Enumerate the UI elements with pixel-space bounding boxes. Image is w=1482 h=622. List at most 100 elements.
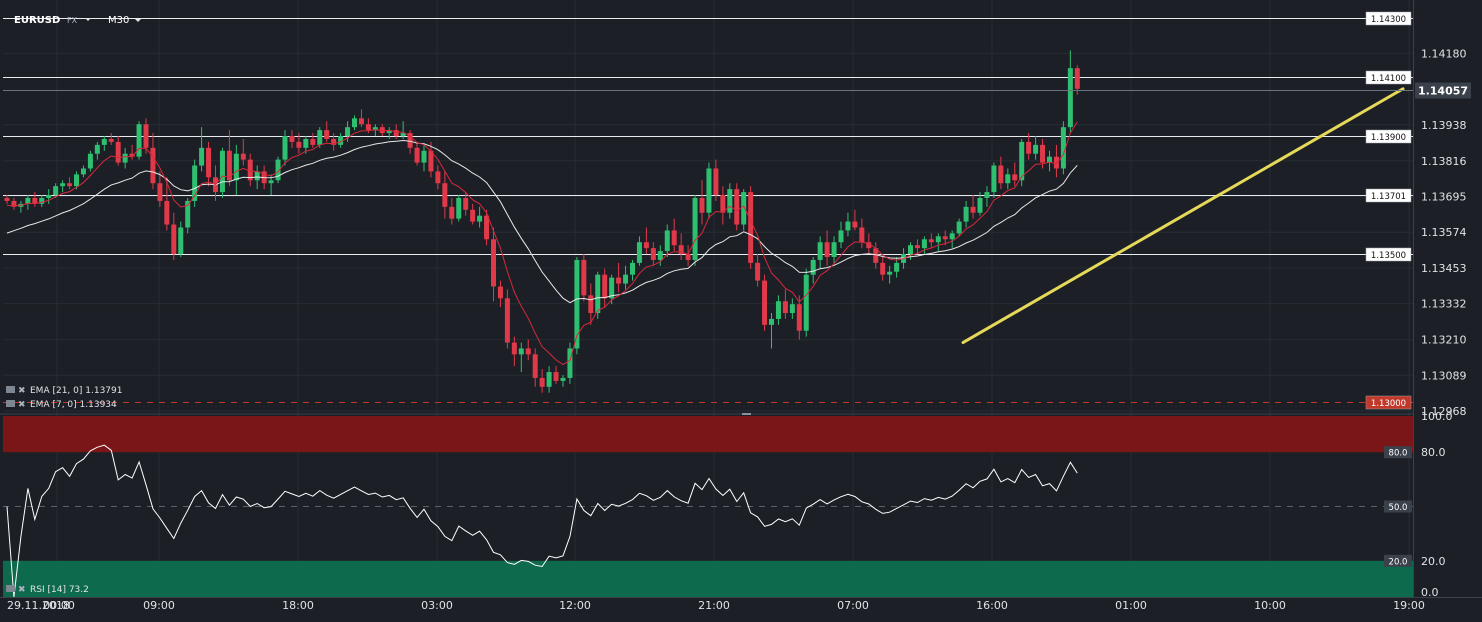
candle-body[interactable]	[240, 153, 246, 160]
candle-body[interactable]	[1047, 156, 1052, 163]
candle-body[interactable]	[928, 239, 934, 243]
candle-body[interactable]	[588, 295, 594, 314]
candle-body[interactable]	[345, 127, 351, 137]
candle-body[interactable]	[769, 318, 774, 325]
candle-body[interactable]	[157, 183, 163, 201]
candle-body[interactable]	[365, 124, 371, 131]
candle-body[interactable]	[435, 171, 441, 184]
candle-body[interactable]	[650, 248, 656, 260]
candle-body[interactable]	[143, 124, 149, 148]
candle-body[interactable]	[699, 197, 705, 213]
candle-body[interactable]	[46, 195, 52, 198]
candle-body[interactable]	[685, 254, 691, 260]
candle-body[interactable]	[755, 262, 761, 281]
candle-body[interactable]	[1012, 174, 1018, 181]
price-level-tag[interactable]	[1365, 129, 1412, 144]
candle-body[interactable]	[574, 259, 580, 349]
candle-body[interactable]	[775, 301, 781, 319]
candle-body[interactable]	[352, 118, 357, 128]
candle-body[interactable]	[935, 236, 941, 243]
candle-body[interactable]	[789, 304, 795, 314]
candle-body[interactable]	[470, 209, 476, 222]
candle-body[interactable]	[53, 186, 59, 196]
symbol-label[interactable]: EURUSD	[14, 15, 60, 26]
candle-body[interactable]	[970, 206, 976, 213]
candle-body[interactable]	[150, 147, 156, 184]
candle-body[interactable]	[762, 280, 768, 325]
candle-body[interactable]	[289, 136, 295, 142]
candle-body[interactable]	[831, 242, 837, 257]
candle-body[interactable]	[11, 200, 17, 207]
candle-body[interactable]	[643, 242, 649, 249]
candle-body[interactable]	[532, 354, 538, 378]
candle-body[interactable]	[32, 197, 38, 204]
candle-body[interactable]	[817, 242, 823, 260]
candle-body[interactable]	[39, 197, 45, 204]
candle-body[interactable]	[713, 168, 719, 196]
candle-body[interactable]	[546, 372, 552, 387]
candle-body[interactable]	[977, 197, 983, 213]
candle-body[interactable]	[247, 159, 253, 181]
panel-resize-handle[interactable]	[742, 413, 751, 415]
candle-body[interactable]	[80, 168, 86, 175]
candle-body[interactable]	[636, 242, 642, 263]
candle-body[interactable]	[991, 165, 997, 193]
candle-body[interactable]	[414, 147, 420, 163]
candle-body[interactable]	[310, 138, 316, 145]
candle-body[interactable]	[1067, 68, 1073, 128]
candle-body[interactable]	[998, 165, 1004, 184]
candle-body[interactable]	[164, 200, 170, 225]
candle-body[interactable]	[706, 168, 712, 213]
candle-body[interactable]	[553, 372, 559, 381]
candle-body[interactable]	[504, 298, 510, 343]
candle-body[interactable]	[616, 277, 622, 284]
candle-body[interactable]	[4, 197, 10, 201]
menu-icon[interactable]	[6, 386, 15, 393]
chevron-down-icon[interactable]	[85, 18, 91, 21]
candle-body[interactable]	[358, 118, 364, 125]
candle-body[interactable]	[845, 221, 851, 231]
candle-body[interactable]	[497, 286, 503, 299]
candle-body[interactable]	[921, 239, 927, 249]
candle-body[interactable]	[796, 304, 802, 331]
candle-body[interactable]	[192, 165, 198, 201]
menu-icon[interactable]	[6, 400, 15, 407]
candle-body[interactable]	[887, 271, 893, 275]
candle-body[interactable]	[1033, 144, 1039, 154]
candle-body[interactable]	[233, 153, 239, 181]
candle-body[interactable]	[74, 174, 79, 187]
candle-body[interactable]	[880, 262, 886, 275]
candle-body[interactable]	[338, 136, 344, 145]
candle-body[interactable]	[67, 183, 73, 187]
price-level-tag[interactable]	[1365, 70, 1412, 85]
candle-body[interactable]	[824, 242, 830, 257]
candle-body[interactable]	[727, 189, 733, 213]
candle-body[interactable]	[456, 197, 462, 219]
candle-body[interactable]	[984, 192, 990, 198]
candle-body[interactable]	[491, 239, 496, 287]
candle-body[interactable]	[484, 215, 490, 240]
candle-body[interactable]	[810, 259, 816, 275]
candle-body[interactable]	[94, 144, 100, 154]
price-panel[interactable]: 1.14300 1.14100 1.13900 1.13701 1.13500 1.130…	[3, 11, 1471, 410]
candle-body[interactable]	[678, 245, 684, 255]
candle-body[interactable]	[539, 377, 545, 387]
candle-body[interactable]	[894, 262, 900, 272]
candle-body[interactable]	[407, 133, 413, 148]
chevron-down-icon[interactable]	[135, 19, 141, 22]
candle-body[interactable]	[324, 130, 330, 139]
price-level-tag[interactable]	[1365, 188, 1412, 203]
candle-body[interactable]	[60, 183, 66, 187]
candle-body[interactable]	[734, 189, 740, 225]
candle-body[interactable]	[178, 227, 184, 255]
candle-body[interactable]	[477, 215, 483, 222]
trendline[interactable]	[961, 87, 1405, 345]
candle-body[interactable]	[268, 180, 274, 184]
candle-body[interactable]	[101, 138, 107, 145]
candle-body[interactable]	[136, 124, 142, 157]
candle-body[interactable]	[386, 130, 392, 134]
candle-body[interactable]	[908, 245, 913, 255]
candle-body[interactable]	[567, 348, 573, 378]
price-level-tag[interactable]	[1365, 395, 1412, 410]
candle-body[interactable]	[442, 183, 448, 207]
